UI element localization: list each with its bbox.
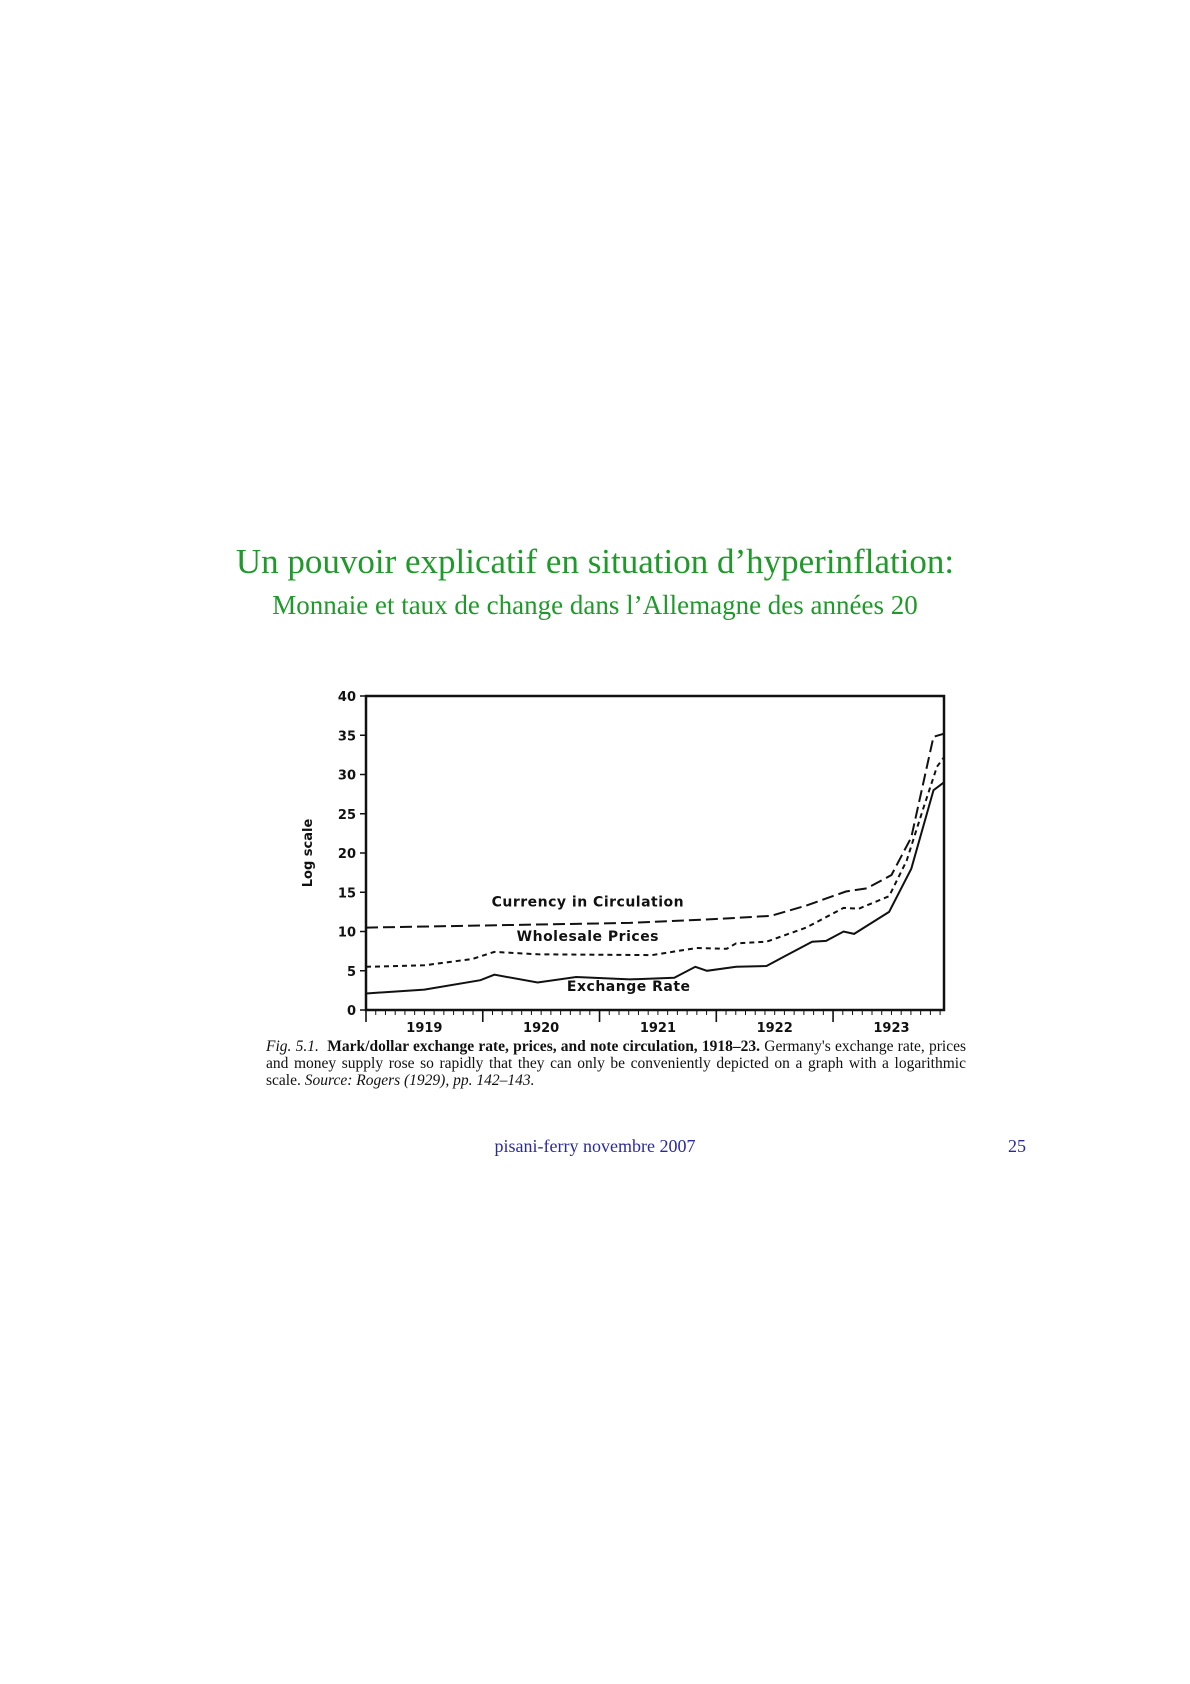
y-tick-label: 0 — [347, 1004, 356, 1019]
figure-label: Fig. 5.1. — [266, 1038, 319, 1055]
figure-title: Mark/dollar exchange rate, prices, and n… — [327, 1038, 761, 1055]
series-line-wholesale-prices — [365, 756, 945, 968]
x-tick-label: 1923 — [873, 1021, 909, 1036]
figure-caption: Fig. 5.1. Mark/dollar exchange rate, pri… — [266, 1038, 966, 1089]
y-tick-label: 15 — [338, 886, 356, 901]
y-tick-label: 10 — [338, 926, 356, 941]
footer-text: pisani-ferry novembre 2007 — [494, 1136, 696, 1156]
line-chart: 0 5 10 15 20 25 30 35 40 Log scale 1919 1920 1921 192… — [301, 690, 946, 1036]
y-tick-label: 30 — [338, 769, 356, 784]
plot-frame — [364, 694, 946, 1012]
x-tick-label: 1920 — [523, 1021, 559, 1036]
y-axis-label: Log scale — [301, 819, 316, 888]
x-tick-label: 1922 — [757, 1021, 793, 1036]
figure-source: Source: Rogers (1929), pp. 142–143. — [304, 1072, 535, 1089]
series-label: Currency in Circulation — [492, 894, 685, 910]
x-tick-label: 1919 — [406, 1021, 442, 1036]
y-tick-label: 20 — [338, 847, 356, 862]
series-line-exchange-rate — [365, 781, 945, 995]
slide-title: Un pouvoir explicatif en situation d’hyp… — [235, 542, 955, 581]
page-number: 25 — [1008, 1136, 1026, 1156]
series-line-currency-in-circulation — [365, 732, 945, 929]
y-tick-label: 25 — [338, 808, 356, 823]
series-label: Wholesale Prices — [517, 929, 659, 945]
y-tick-label: 40 — [338, 690, 356, 705]
figure-body: Germany's exchange rate, prices and mone… — [266, 1038, 967, 1089]
series-label: Exchange Rate — [567, 979, 691, 995]
y-tick-label: 5 — [347, 965, 356, 980]
y-tick-label: 35 — [338, 729, 356, 744]
slide-subtitle: Monnaie et taux de change dans l’Allemag… — [272, 590, 918, 620]
x-tick-label: 1921 — [640, 1021, 676, 1036]
